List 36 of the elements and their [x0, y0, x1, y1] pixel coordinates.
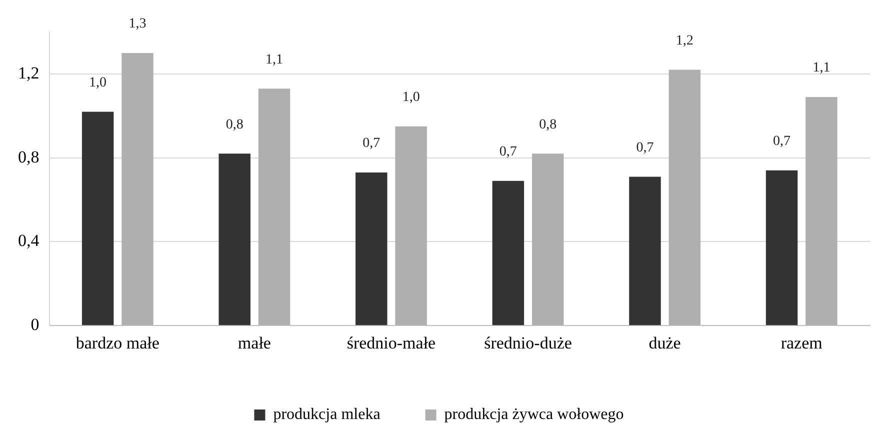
x-tick-label: duże — [648, 333, 681, 352]
x-tick-label: małe — [238, 333, 271, 352]
bar — [218, 154, 250, 326]
x-tick-label: średnio-duże — [484, 333, 572, 352]
data-label: 1,0 — [402, 90, 420, 106]
bar — [806, 97, 838, 326]
bar — [395, 126, 427, 326]
y-tick-label: 0 — [30, 315, 40, 334]
x-tick-label: razem — [780, 333, 822, 352]
legend-label: produkcja mleka — [273, 406, 380, 424]
data-label: 0,7 — [636, 140, 654, 156]
bar — [82, 112, 114, 326]
data-label: 1,1 — [266, 52, 284, 68]
y-tick-label: 0,4 — [18, 231, 40, 250]
data-label: 1,2 — [676, 33, 694, 48]
bar — [668, 70, 701, 326]
data-label: 1,3 — [128, 16, 146, 32]
bar — [766, 170, 798, 326]
data-label: 0,7 — [773, 134, 791, 150]
data-label: 0,7 — [362, 136, 380, 152]
data-label: 1,1 — [812, 60, 830, 76]
data-label: 1,0 — [89, 75, 107, 90]
x-tick-label: bardzo małe — [76, 333, 160, 352]
bar — [122, 52, 154, 326]
data-label: 0,8 — [226, 117, 244, 132]
x-tick-label: średnio-małe — [346, 333, 436, 352]
bar — [258, 88, 290, 326]
bar — [492, 180, 524, 326]
bar — [629, 176, 661, 326]
bar — [532, 154, 564, 326]
legend-label: produkcja żywca wołowego — [444, 406, 624, 424]
y-tick-label: 0,8 — [18, 147, 40, 166]
data-label: 0,8 — [539, 117, 557, 132]
data-label: 0,7 — [499, 144, 517, 160]
y-tick-label: 1,2 — [18, 63, 40, 82]
bar — [356, 172, 388, 326]
